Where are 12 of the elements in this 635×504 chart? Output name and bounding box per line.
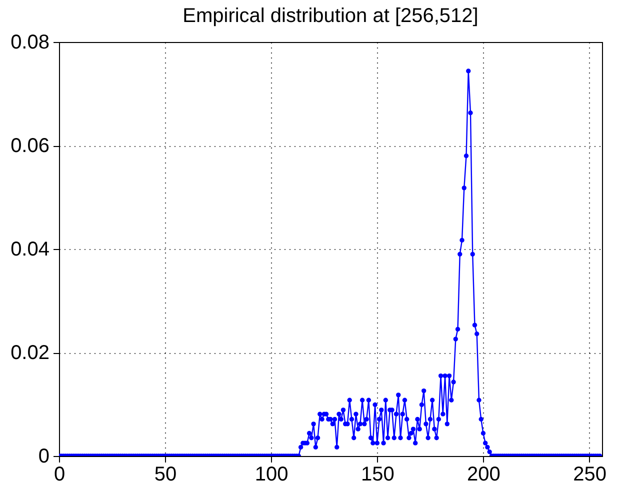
y-tick-label: 0.04 xyxy=(10,238,50,260)
x-tick-label: 100 xyxy=(254,464,288,486)
y-tick-label: 0 xyxy=(38,446,50,468)
x-tick-label: 200 xyxy=(467,464,500,486)
x-tick-label: 50 xyxy=(154,464,177,486)
x-tick-label: 0 xyxy=(54,464,66,486)
y-tick-label: 0.08 xyxy=(10,32,50,54)
x-tick-label: 250 xyxy=(573,464,606,486)
x-tick-label: 150 xyxy=(360,464,394,486)
y-tick-label: 0.02 xyxy=(10,342,50,364)
y-tick-label: 0.06 xyxy=(10,135,50,157)
chart-title: Empirical distribution at [256,512] xyxy=(182,5,478,27)
